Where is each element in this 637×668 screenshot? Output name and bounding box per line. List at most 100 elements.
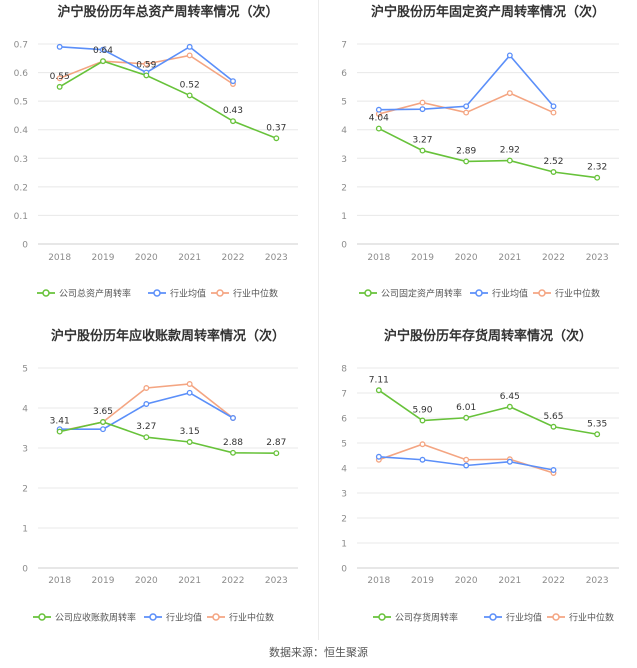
x-tick-label: 2018 [367,576,390,586]
legend-item-industry-median[interactable]: 行业中位数 [547,612,614,624]
data-point-company [186,439,193,445]
x-tick-label: 2020 [455,253,478,263]
data-point-company [375,125,382,132]
legend-label: 行业均值 [166,612,202,624]
legend-item-company[interactable]: 公司应收账款周转率 [33,612,136,624]
legend-item-industry-avg[interactable]: 行业均值 [148,288,206,300]
data-label: 2.52 [543,157,563,167]
x-tick-label: 2023 [265,253,288,263]
x-tick-label: 2018 [48,253,71,263]
chart-title: 沪宁股份历年固定资产周转率情况（次） [371,4,605,20]
data-point-industry-avg [550,103,557,110]
data-source-note: 数据来源：恒生聚源 [269,646,368,659]
data-label: 3.15 [180,427,200,437]
data-point-industry-median [186,381,193,387]
legend-label: 公司应收账款周转率 [55,612,136,624]
legend-item-company[interactable]: 公司总资产周转率 [37,288,131,300]
data-point-company [594,431,601,438]
data-point-industry-median [463,456,470,463]
data-point-company [550,169,557,175]
y-tick-label: 0.7 [14,41,28,51]
data-label: 0.52 [180,80,200,90]
legend-marker-icon [475,289,483,297]
data-label: 4.04 [369,114,389,124]
data-point-company [375,387,382,394]
data-point-company [273,450,280,457]
data-point-company [463,414,470,421]
data-point-company [506,157,513,164]
legend-item-industry-avg[interactable]: 行业均值 [484,612,542,624]
legend-label: 行业中位数 [569,612,614,624]
data-label: 0.64 [93,46,113,56]
legend-item-industry-avg[interactable]: 行业均值 [144,612,202,624]
data-label: 2.92 [500,146,520,156]
legend-item-industry-median[interactable]: 行业中位数 [533,288,600,300]
x-tick-label: 2019 [92,576,115,586]
legend-item-company[interactable]: 公司存货周转率 [373,612,458,624]
x-tick-label: 2020 [455,576,478,586]
y-tick-label: 7 [341,390,347,400]
legend-item-industry-median[interactable]: 行业中位数 [207,612,274,624]
data-point-company [419,147,426,154]
x-tick-label: 2019 [411,576,434,586]
y-tick-label: 0 [22,565,28,575]
chart-title: 沪宁股份历年存货周转率情况（次） [384,328,592,344]
legend-item-industry-avg[interactable]: 行业均值 [470,288,528,300]
series-line-company [378,127,598,179]
legend-marker-icon [378,613,386,621]
data-point-company [419,417,426,424]
legend-item-industry-median[interactable]: 行业中位数 [211,288,278,300]
data-point-industry-median [550,109,557,116]
legend-label: 公司固定资产周转率 [381,288,462,300]
data-label: 3.27 [136,422,156,432]
legend-label: 公司存货周转率 [395,612,458,624]
data-point-industry-avg [419,456,426,463]
y-tick-label: 1 [341,540,347,550]
data-label: 2.32 [587,163,607,173]
y-tick-label: 3 [341,155,347,165]
y-tick-label: 5 [341,440,347,450]
y-tick-label: 0 [341,565,347,575]
legend-item-company[interactable]: 公司固定资产周转率 [359,288,462,300]
data-label: 2.89 [456,146,476,156]
legend-label: 行业中位数 [229,612,274,624]
legend-label: 行业中位数 [233,288,278,300]
y-tick-label: 3 [341,490,347,500]
y-tick-label: 6 [341,415,347,425]
legend-label: 公司总资产周转率 [59,288,131,300]
x-tick-label: 2020 [135,253,158,263]
x-tick-label: 2021 [498,253,521,263]
chart-title: 沪宁股份历年总资产周转率情况（次） [57,4,278,20]
chart-panel-4: 沪宁股份历年存货周转率情况（次） 0 1 2 3 4 5 6 7 8 2018 2019 2020 202… [341,328,619,624]
data-label: 5.65 [543,412,563,422]
y-tick-label: 0.5 [14,98,28,108]
x-tick-label: 2022 [222,253,245,263]
y-tick-label: 0.4 [14,126,29,136]
data-label: 3.27 [412,136,432,146]
y-tick-label: 7 [341,41,347,51]
data-point-company [506,403,513,410]
data-label: 2.88 [223,438,243,448]
data-point-industry-median [463,109,470,116]
data-point-industry-avg [506,458,513,465]
data-point-industry-median [419,99,426,106]
data-point-industry-avg [550,467,557,473]
legend-marker-icon [212,613,220,621]
legend-marker-icon [552,613,560,621]
y-tick-label: 0.3 [14,155,28,165]
legend-marker-icon [489,613,497,621]
data-label: 7.11 [369,375,389,385]
y-tick-label: 4 [341,126,347,136]
legend-marker-icon [153,289,161,297]
data-point-company [100,58,106,65]
y-tick-label: 2 [341,183,347,193]
data-point-industry-median [56,75,63,82]
panel-divider [318,0,319,640]
data-label: 2.87 [266,438,286,448]
data-point-industry-avg [463,103,470,110]
legend-marker-icon [216,289,224,297]
x-tick-label: 2019 [411,253,434,263]
data-point-industry-avg [100,46,106,53]
data-point-company [56,83,63,90]
x-tick-label: 2022 [542,253,565,263]
